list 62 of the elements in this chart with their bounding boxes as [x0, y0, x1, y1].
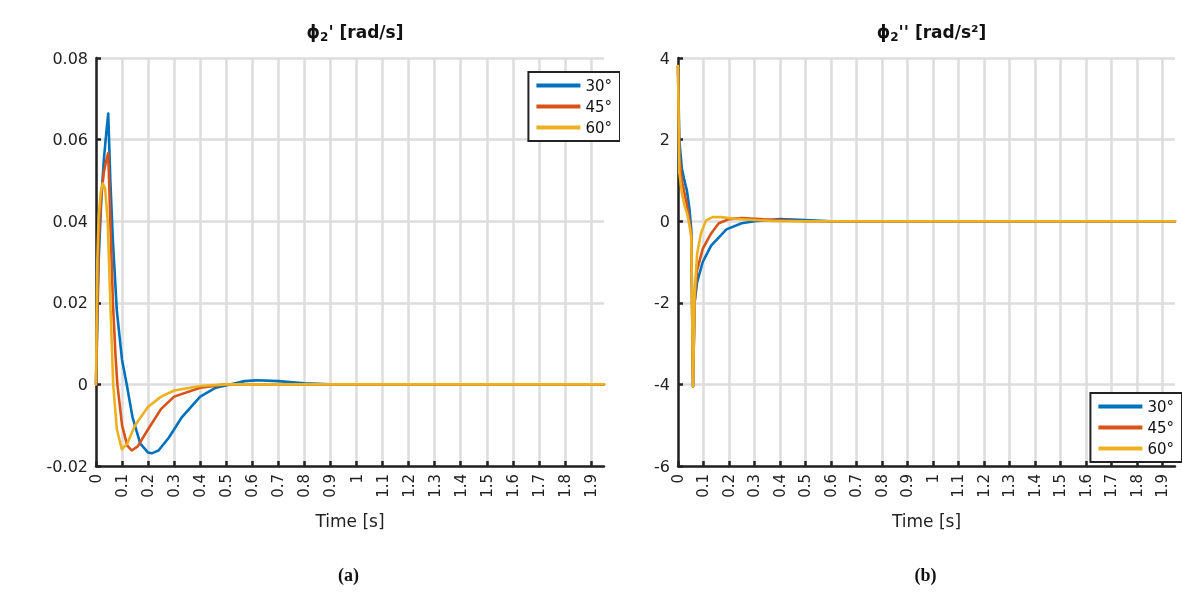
x-tick-label: 0.5 [217, 474, 236, 498]
x-tick-label: 0.1 [694, 474, 713, 498]
x-tick-label: 1.1 [949, 474, 968, 498]
x-tick-label: 1.4 [451, 474, 470, 498]
y-tick-label: 0.02 [52, 293, 88, 313]
x-tick-label: 1.3 [1000, 474, 1019, 498]
x-tick-label: 1.2 [974, 474, 993, 498]
text: (a) [338, 565, 359, 586]
x-tick-label: 0 [669, 474, 687, 484]
x-tick-label: 0.7 [269, 474, 288, 498]
x-tick-label: 0 [87, 474, 105, 484]
y-tick-label: 0 [77, 374, 88, 394]
x-tick-label: 1 [347, 474, 366, 484]
x-tick-label: 0.1 [113, 474, 132, 498]
y-tick-label: 0.06 [52, 130, 88, 150]
y-tick-label: 4 [659, 48, 670, 68]
legend-label: 45° [585, 97, 613, 116]
x-tick-label: 0.7 [847, 474, 866, 498]
y-tick-label: 0.04 [52, 211, 88, 231]
x-tick-label: 1.1 [373, 474, 392, 498]
x-tick-label: 0.3 [745, 474, 764, 498]
x-tick-label: 0.4 [191, 474, 210, 498]
x-tick-label: 0.6 [821, 474, 840, 498]
y-tick-label: -2 [654, 293, 670, 313]
x-tick-label: 0.5 [796, 474, 815, 498]
legend-label: 60° [1147, 439, 1175, 458]
x-tick-label: 0.8 [295, 474, 314, 498]
x-axis-title: Time [s] [890, 510, 962, 531]
x-tick-label: 1.6 [503, 474, 522, 498]
x-tick-label: 1.7 [529, 474, 548, 498]
x-tick-label: 0.8 [872, 474, 891, 498]
x-tick-label: 1.6 [1076, 474, 1095, 498]
text: (b) [914, 565, 937, 586]
x-tick-label: 1.2 [399, 474, 418, 498]
y-tick-label: 2 [659, 130, 670, 150]
legend-label: 30° [585, 76, 613, 95]
y-tick-label: -4 [654, 374, 670, 394]
y-tick-label: -0.02 [46, 456, 88, 476]
y-tick-label: 0 [659, 211, 670, 231]
x-tick-label: 1.7 [1102, 474, 1121, 498]
x-tick-label: 1.9 [1153, 474, 1172, 498]
legend-label: 45° [1147, 418, 1175, 437]
x-axis-title: Time [s] [314, 510, 385, 531]
x-tick-label: 0.9 [898, 474, 917, 498]
x-tick-label: 0.4 [770, 474, 789, 498]
x-tick-label: 1.3 [425, 474, 444, 498]
x-tick-label: 1.5 [1051, 474, 1070, 498]
legend-label: 30° [1147, 397, 1175, 416]
y-tick-label: 0.08 [52, 48, 88, 68]
x-tick-label: 0.2 [139, 474, 158, 498]
x-tick-label: 0.3 [165, 474, 184, 498]
x-tick-label: 1.8 [555, 474, 574, 498]
legend-label: 60° [585, 118, 613, 137]
x-tick-label: 1.8 [1127, 474, 1146, 498]
x-tick-label: 1.4 [1025, 474, 1044, 498]
x-tick-label: 1.5 [477, 474, 496, 498]
x-tick-label: 0.6 [243, 474, 262, 498]
x-tick-label: 0.9 [321, 474, 340, 498]
x-tick-label: 1 [923, 474, 942, 484]
y-tick-label: -6 [654, 456, 670, 476]
x-tick-label: 0.2 [719, 474, 738, 498]
x-tick-label: 1.9 [581, 474, 600, 498]
